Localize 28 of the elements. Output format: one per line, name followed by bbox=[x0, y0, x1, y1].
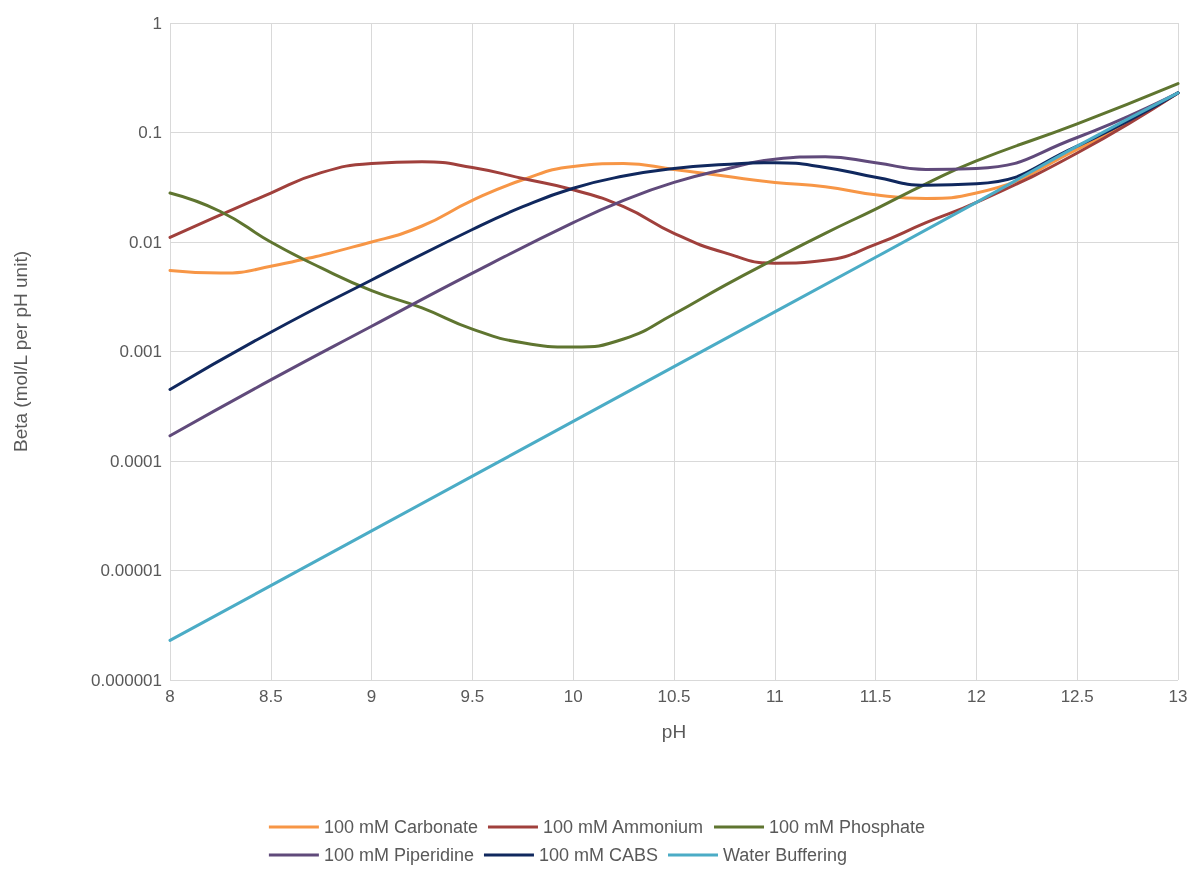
x-tick-label: 9.5 bbox=[460, 687, 485, 706]
legend-label: Water Buffering bbox=[723, 845, 848, 865]
legend-label: 100 mM CABS bbox=[538, 845, 659, 865]
line-series bbox=[168, 82, 1180, 349]
x-tick-label: 12.5 bbox=[1060, 687, 1094, 706]
y-tick-label: 0.0001 bbox=[110, 451, 162, 471]
y-tick-label: 0.1 bbox=[138, 123, 162, 142]
legend-label: 100 mM Ammonium bbox=[542, 817, 704, 837]
x-tick-label: 12 bbox=[966, 687, 986, 706]
x-tick-label: 9 bbox=[366, 687, 377, 706]
line-series bbox=[168, 91, 1180, 642]
legend-label: 100 mM Piperidine bbox=[323, 845, 474, 865]
x-tick-label: 13 bbox=[1168, 687, 1188, 706]
y-tick-label: 0.01 bbox=[128, 232, 162, 252]
y-tick-label: 0.00001 bbox=[100, 561, 162, 580]
x-tick-label: 10 bbox=[563, 687, 583, 706]
legend-label: 100 mM Carbonate bbox=[323, 817, 478, 837]
x-axis-title: pH bbox=[661, 721, 687, 742]
x-tick-label: 8.5 bbox=[258, 687, 283, 706]
legend-label: 100 mM Phosphate bbox=[769, 817, 926, 837]
x-tick-label: 8 bbox=[165, 687, 175, 706]
y-axis-title: Beta (mol/L per pH unit) bbox=[10, 251, 31, 452]
y-tick-label: 1 bbox=[152, 13, 162, 33]
y-tick-label: 0.000001 bbox=[91, 670, 162, 690]
x-tick-label: 11.5 bbox=[859, 687, 892, 706]
x-tick-label: 11 bbox=[765, 687, 784, 706]
x-tick-label: 10.5 bbox=[657, 687, 691, 706]
y-tick-label: 0.001 bbox=[119, 342, 162, 361]
